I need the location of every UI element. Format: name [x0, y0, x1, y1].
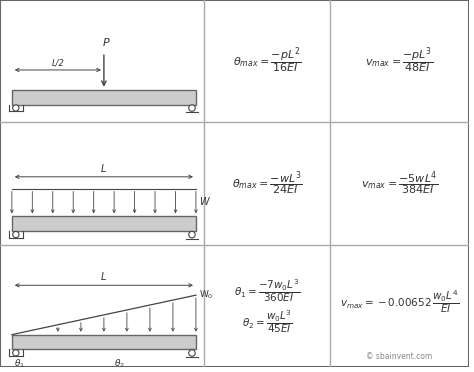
Text: P: P	[102, 38, 109, 48]
Text: W$_0$: W$_0$	[199, 289, 213, 301]
Text: $\theta_1$: $\theta_1$	[14, 357, 25, 370]
Text: $\theta_{max} = \dfrac{-pL^2}{16EI}$: $\theta_{max} = \dfrac{-pL^2}{16EI}$	[233, 46, 301, 76]
Text: $\theta_2$: $\theta_2$	[114, 357, 125, 370]
Text: $v_{max} = \dfrac{-5wL^4}{384EI}$: $v_{max} = \dfrac{-5wL^4}{384EI}$	[361, 170, 438, 198]
Text: $\theta_2 = \dfrac{w_0L^3}{45EI}$: $\theta_2 = \dfrac{w_0L^3}{45EI}$	[242, 308, 292, 335]
Circle shape	[189, 350, 195, 356]
Circle shape	[189, 231, 195, 238]
Circle shape	[13, 105, 19, 111]
Text: L: L	[101, 272, 107, 282]
Circle shape	[189, 105, 195, 111]
Text: © sbainvent.com: © sbainvent.com	[366, 352, 433, 361]
Text: $\theta_1 = \dfrac{-7w_0L^3}{360EI}$: $\theta_1 = \dfrac{-7w_0L^3}{360EI}$	[234, 277, 300, 304]
Circle shape	[13, 231, 19, 238]
Text: W: W	[199, 198, 209, 208]
Text: $\theta_{max} = \dfrac{-wL^3}{24EI}$: $\theta_{max} = \dfrac{-wL^3}{24EI}$	[232, 170, 302, 198]
Text: $v_{max} = -0.00652\,\dfrac{w_0L^4}{EI}$: $v_{max} = -0.00652\,\dfrac{w_0L^4}{EI}$	[340, 288, 459, 315]
Text: $v_{max} = \dfrac{-pL^3}{48EI}$: $v_{max} = \dfrac{-pL^3}{48EI}$	[365, 46, 434, 76]
Text: L: L	[101, 164, 107, 174]
Text: L/2: L/2	[52, 58, 64, 67]
Bar	[12, 90, 196, 105]
Bar	[12, 335, 196, 349]
Bar	[12, 216, 196, 231]
Circle shape	[13, 350, 19, 356]
